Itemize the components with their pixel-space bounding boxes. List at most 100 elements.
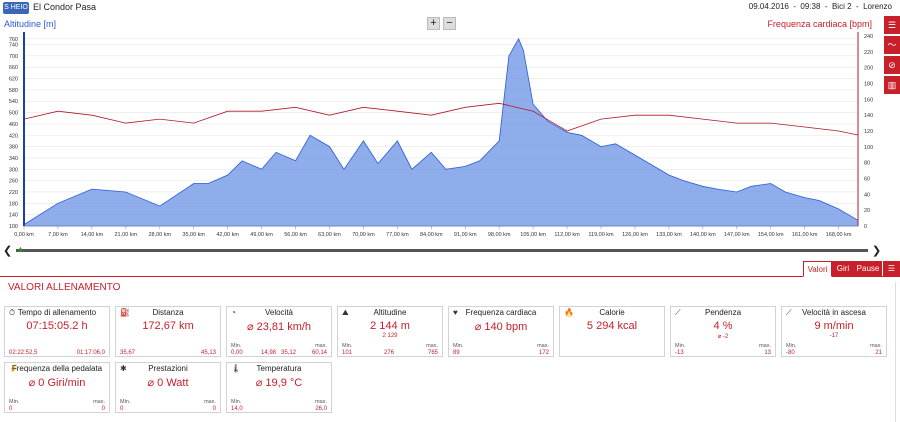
cadence-icon: ⚡ <box>9 364 19 373</box>
heart-icon: ♥ <box>453 308 458 317</box>
card-value: ⌀ 23,81 km/h <box>246 321 312 333</box>
chart-range-scroller[interactable]: ❮ ▲ ❯ <box>0 243 900 258</box>
card-min: -13 <box>675 350 684 356</box>
range-start-handle[interactable]: ▲ <box>16 244 25 254</box>
card-value: ⌀ 0 Giri/min <box>28 377 86 389</box>
card-frequenza: ♥ Frequenza cardiaca ⌀ 140 bpm Min. max.… <box>448 306 554 357</box>
x-tick-label: 105,00 km <box>520 232 546 238</box>
tab-valori[interactable]: Valori <box>803 261 832 277</box>
card-distanza: ⛽ Distanza 172,67 km 35,67 45,13 <box>115 306 221 357</box>
card-value: 2 144 m <box>370 320 410 332</box>
card-min-label: Min. <box>342 343 353 349</box>
line-chart-icon[interactable]: 〜 <box>884 36 900 54</box>
x-tick-label: 14,00 km <box>81 232 104 238</box>
card-max-label: max. <box>426 343 438 349</box>
zoom-in-button[interactable]: + <box>427 17 440 30</box>
card-title: Calorie <box>599 308 625 317</box>
values-tabs: Valori Giri Pause ☰ <box>0 261 900 277</box>
left-tick-label: 260 <box>9 179 18 185</box>
card-max: 45,13 <box>200 350 216 356</box>
menu-icon[interactable]: ☰ <box>884 16 900 34</box>
stopwatch-icon: ⏱ <box>9 308 16 317</box>
card-velocita: ◔ Velocità ⌀ 23,81 km/h Min. max. 0,00 1… <box>226 306 332 357</box>
card-title: Velocità <box>264 308 294 317</box>
card-min: 35,67 <box>120 350 136 356</box>
left-tick-label: 700 <box>9 54 18 60</box>
card-min: 101 <box>342 350 353 356</box>
x-tick-label: 154,00 km <box>758 232 784 238</box>
card-value: 172,67 km <box>142 320 194 332</box>
left-tick-label: 740 <box>9 43 18 49</box>
x-tick-label: 161,00 km <box>792 232 818 238</box>
slope-icon: ⟋ <box>675 308 681 317</box>
tab-pause[interactable]: Pause <box>854 261 882 277</box>
card-pendenza: ⟋ Pendenza 4 % ⌀ -2 Min. max. -13 13 <box>670 306 776 357</box>
speedometer-icon: ◔ <box>231 308 236 317</box>
left-tick-label: 140 <box>9 213 18 219</box>
right-tick-label: 120 <box>864 129 873 135</box>
card-title: Velocità in ascesa <box>801 308 867 317</box>
x-tick-label: 63,00 km <box>318 232 341 238</box>
right-tick-label: 40 <box>864 192 870 198</box>
x-tick-label: 147,00 km <box>724 232 750 238</box>
right-tick-label: 160 <box>864 97 873 103</box>
x-tick-label: 168,00 km <box>826 232 852 238</box>
right-tick-label: 180 <box>864 82 873 88</box>
right-tick-label: 200 <box>864 66 873 72</box>
no-icon[interactable]: ⊘ <box>884 56 900 74</box>
left-axis-selector[interactable]: Altitudine [m] <box>4 19 57 29</box>
card-title: Altitudine <box>373 308 407 317</box>
card-title: Pendenza <box>704 308 742 317</box>
thermometer-icon: 🌡 <box>231 364 242 373</box>
card-max-label: max. <box>315 399 327 405</box>
card-max: 765 <box>427 350 438 356</box>
flame-icon: 🔥 <box>564 308 574 317</box>
card-title: Frequenza della pedalata <box>11 364 103 373</box>
x-tick-label: 77,00 km <box>386 232 409 238</box>
scroll-track[interactable] <box>16 249 868 252</box>
card-value: ⌀ 19,9 °C <box>255 377 303 389</box>
x-tick-label: 7,00 km <box>48 232 68 238</box>
card-min: -80 <box>786 350 795 356</box>
card-value: 4 % <box>713 320 733 332</box>
card-max: 0 <box>101 406 105 412</box>
card-velocita-ascesa: ⟋ Velocità in ascesa 9 m/min -17 Min. ma… <box>781 306 887 357</box>
left-tick-label: 340 <box>9 156 18 162</box>
x-tick-label: 28,00 km <box>148 232 171 238</box>
card-value: 07:15:05.2 h <box>26 320 88 332</box>
right-axis-selector[interactable]: Frequenza cardiaca [bpm] <box>767 19 872 29</box>
card-mid: 276 <box>384 350 395 356</box>
climb-speed-icon: ⟋ <box>786 308 792 317</box>
zoom-out-button[interactable]: − <box>443 17 456 30</box>
card-title: Temperatura <box>256 364 302 373</box>
chart-toolbar: ☰ 〜 ⊘ ▥ <box>884 16 900 96</box>
x-tick-label: 140,00 km <box>690 232 716 238</box>
card-min: 14,0 <box>231 406 243 412</box>
x-tick-label: 35,00 km <box>182 232 205 238</box>
tab-giri[interactable]: Giri <box>832 261 854 277</box>
left-tick-label: 180 <box>9 201 18 207</box>
card-title: Tempo di allenamento <box>17 308 97 317</box>
card-value: ⌀ 0 Watt <box>147 377 189 389</box>
left-tick-label: 300 <box>9 167 18 173</box>
left-tick-label: 540 <box>9 99 18 105</box>
left-tick-label: 460 <box>9 122 18 128</box>
right-tick-label: 100 <box>864 145 873 151</box>
card-min-label: Min. <box>453 343 464 349</box>
right-tick-label: 60 <box>864 177 870 183</box>
card-max-label: max. <box>93 399 105 405</box>
card-pedalata: ⚡ Frequenza della pedalata ⌀ 0 Giri/min … <box>4 362 110 413</box>
tabs-menu-icon[interactable]: ☰ <box>883 261 900 277</box>
x-tick-label: 133,00 km <box>656 232 682 238</box>
bar-chart-icon[interactable]: ▥ <box>884 76 900 94</box>
left-tick-label: 500 <box>9 111 18 117</box>
x-tick-label: 91,00 km <box>454 232 477 238</box>
right-tick-label: 240 <box>864 34 873 40</box>
card-max: 172 <box>538 350 549 356</box>
card-calorie: 🔥 Calorie 5 294 kcal <box>559 306 665 357</box>
card-max: 60,14 <box>311 350 327 356</box>
scroll-right-icon[interactable]: ❯ <box>872 245 882 257</box>
power-icon: ✱ <box>120 364 127 373</box>
scroll-left-icon[interactable]: ❮ <box>3 245 13 257</box>
